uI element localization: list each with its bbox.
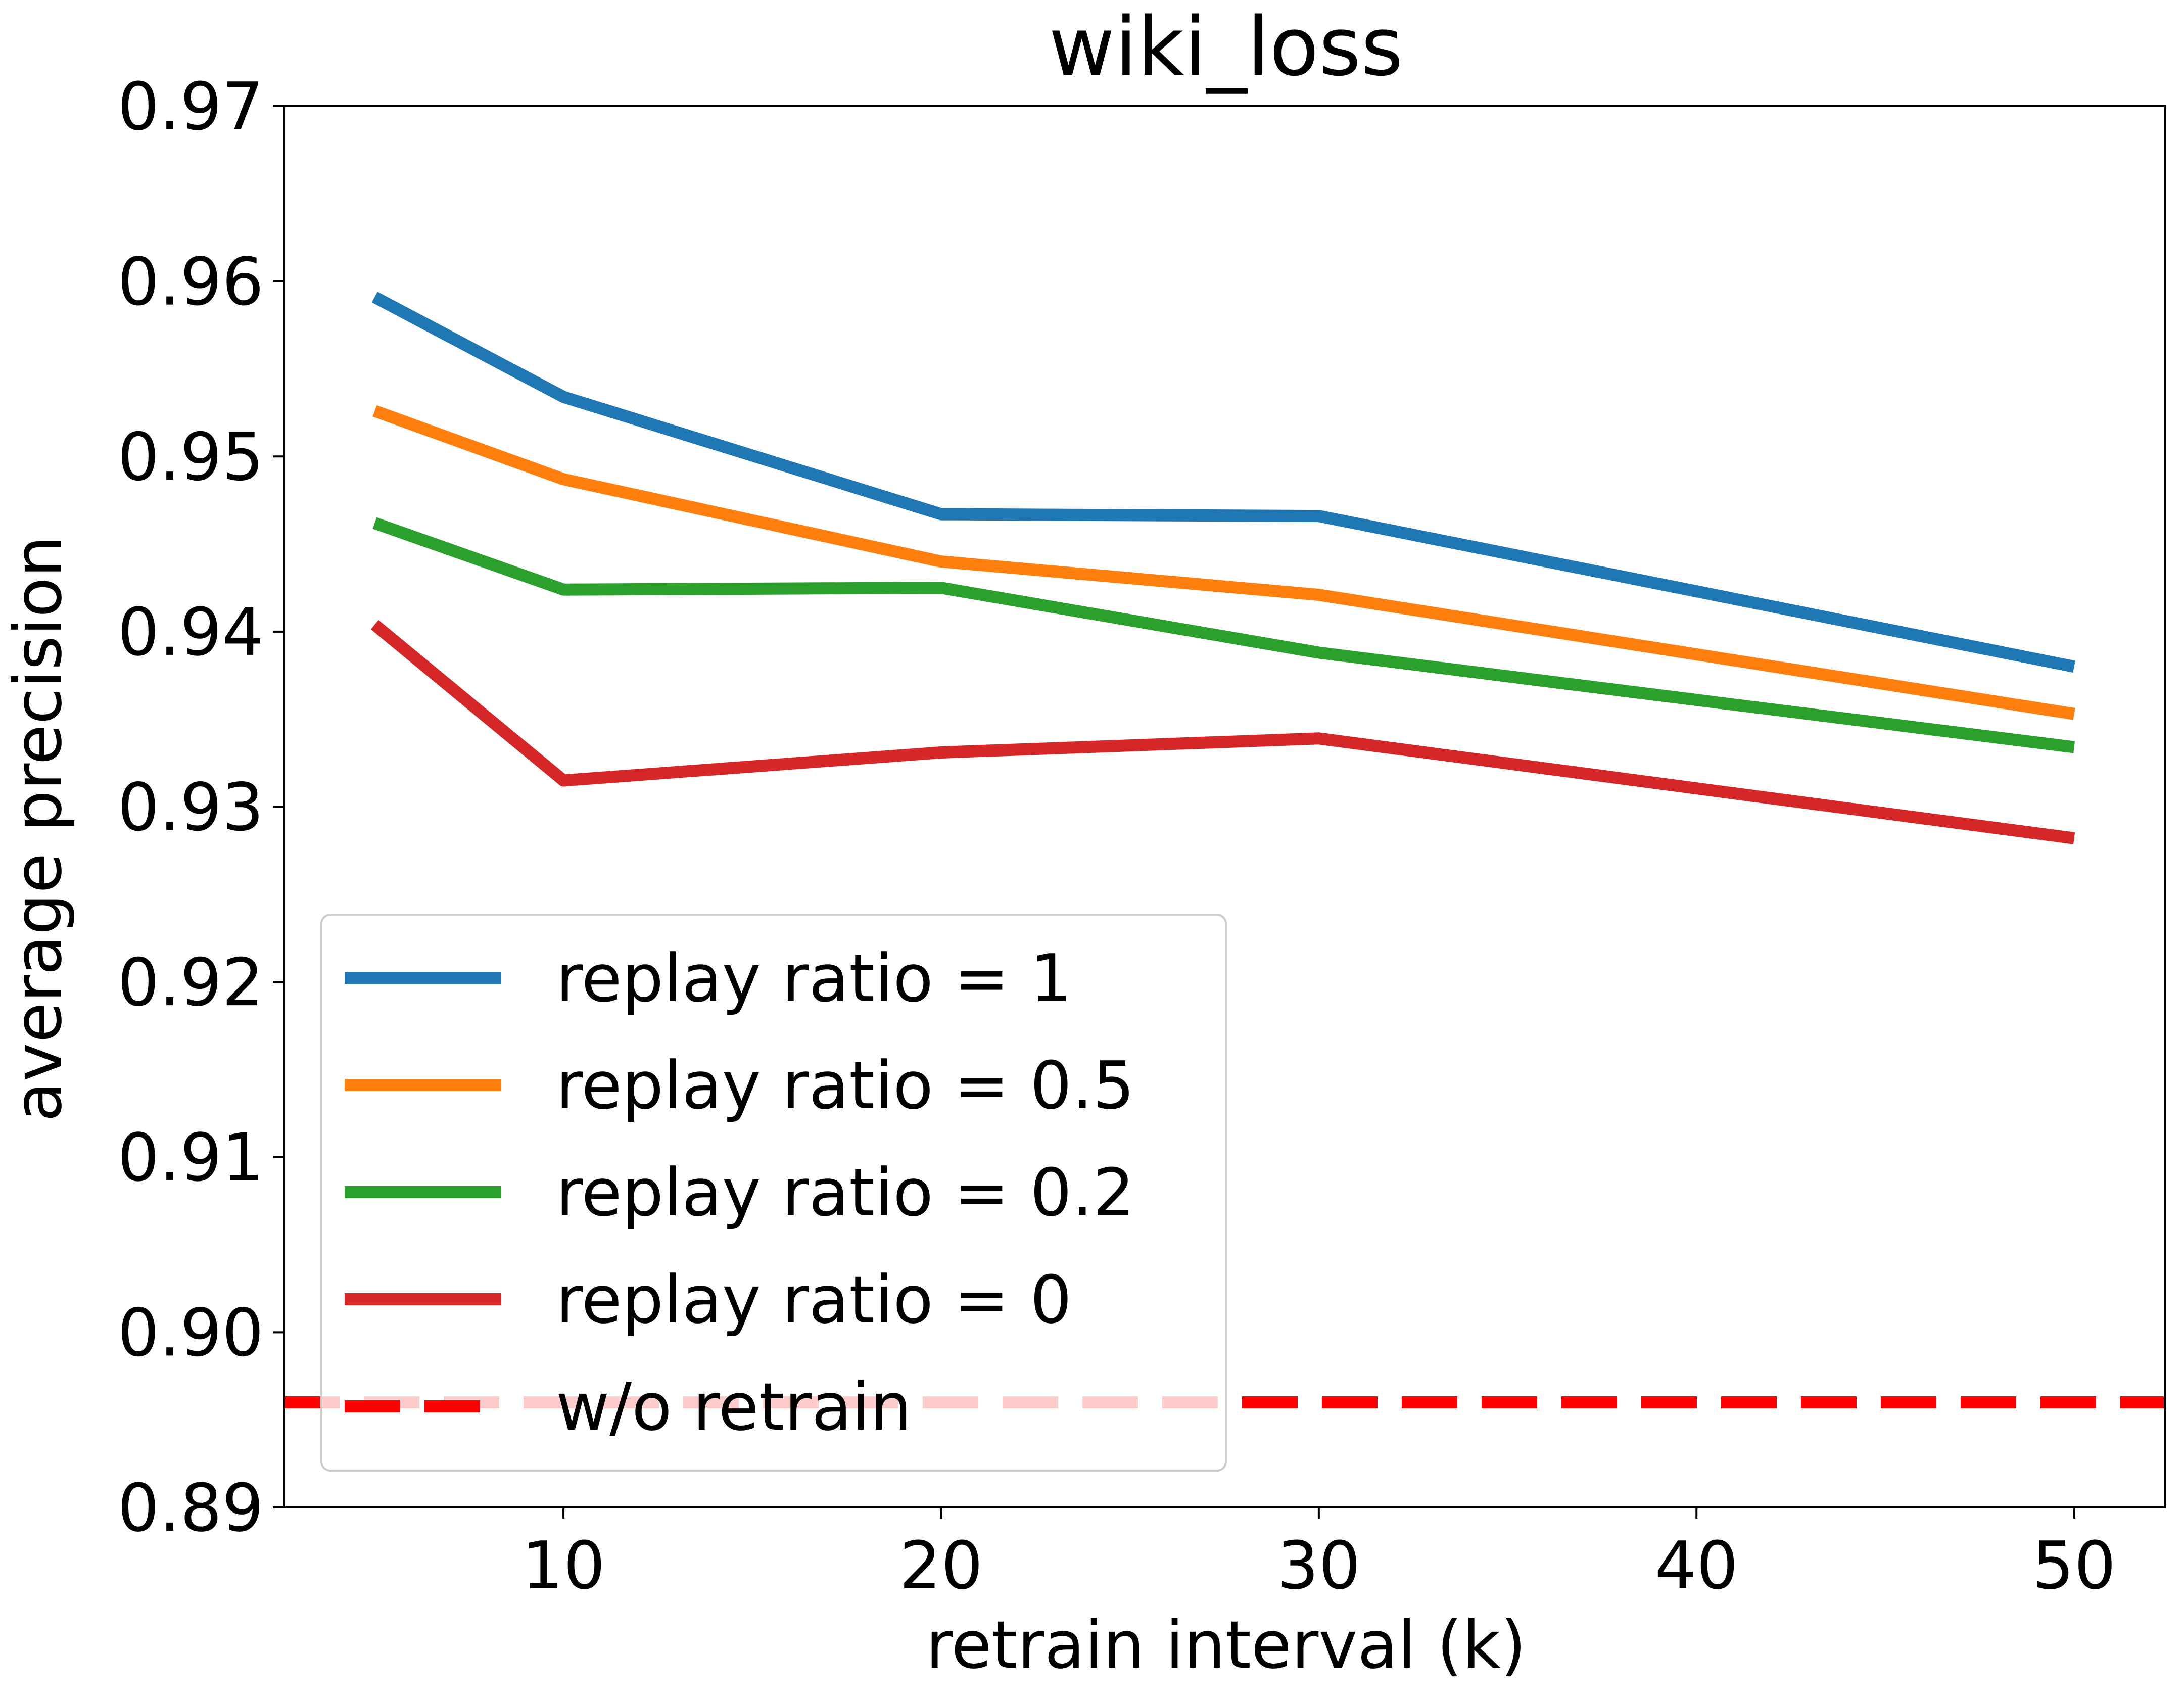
x-tick-label: 40	[1655, 1527, 1738, 1604]
x-axis-label: retrain interval (k)	[926, 1606, 1526, 1683]
y-tick-label: 0.95	[118, 418, 264, 495]
legend-label-0: replay ratio = 1	[556, 940, 1072, 1017]
series-line-1	[372, 405, 2075, 720]
series-layer	[284, 292, 2165, 1409]
axes-frame	[283, 105, 2166, 1508]
legend: replay ratio = 1 replay ratio = 0.5 replay…	[320, 914, 1227, 1472]
y-axis: 0.89 0.90 0.91 0.92 0.93 0.94 0.95 0.96 0.97	[118, 68, 284, 1546]
series-line-3	[370, 620, 2075, 844]
x-tick-label: 10	[521, 1527, 605, 1604]
legend-box	[320, 914, 1227, 1472]
y-axis-label: average precision	[0, 536, 76, 1122]
y-tick-label: 0.96	[118, 244, 264, 320]
x-tick-label: 30	[1277, 1527, 1360, 1604]
series-line-0	[371, 292, 2075, 673]
legend-label-3: replay ratio = 0	[556, 1261, 1072, 1338]
legend-label-4: w/o retrain	[556, 1368, 912, 1445]
y-tick-label: 0.97	[118, 68, 264, 145]
y-tick-label: 0.92	[118, 944, 264, 1021]
legend-label-2: replay ratio = 0.2	[556, 1154, 1134, 1231]
y-tick-label: 0.90	[118, 1294, 264, 1371]
y-tick-label: 0.89	[118, 1470, 264, 1546]
plot-area	[283, 105, 2166, 1508]
x-axis: 10 20 30 40 50	[521, 1507, 2116, 1604]
series-line-2	[372, 517, 2075, 753]
y-tick-label: 0.93	[118, 769, 264, 846]
y-tick-label: 0.91	[118, 1119, 264, 1196]
x-tick-label: 50	[2032, 1527, 2116, 1604]
chart-title: wiki_loss	[1049, 0, 1403, 94]
y-tick-label: 0.94	[118, 594, 264, 671]
x-tick-label: 20	[899, 1527, 983, 1604]
legend-label-1: replay ratio = 0.5	[556, 1047, 1134, 1124]
